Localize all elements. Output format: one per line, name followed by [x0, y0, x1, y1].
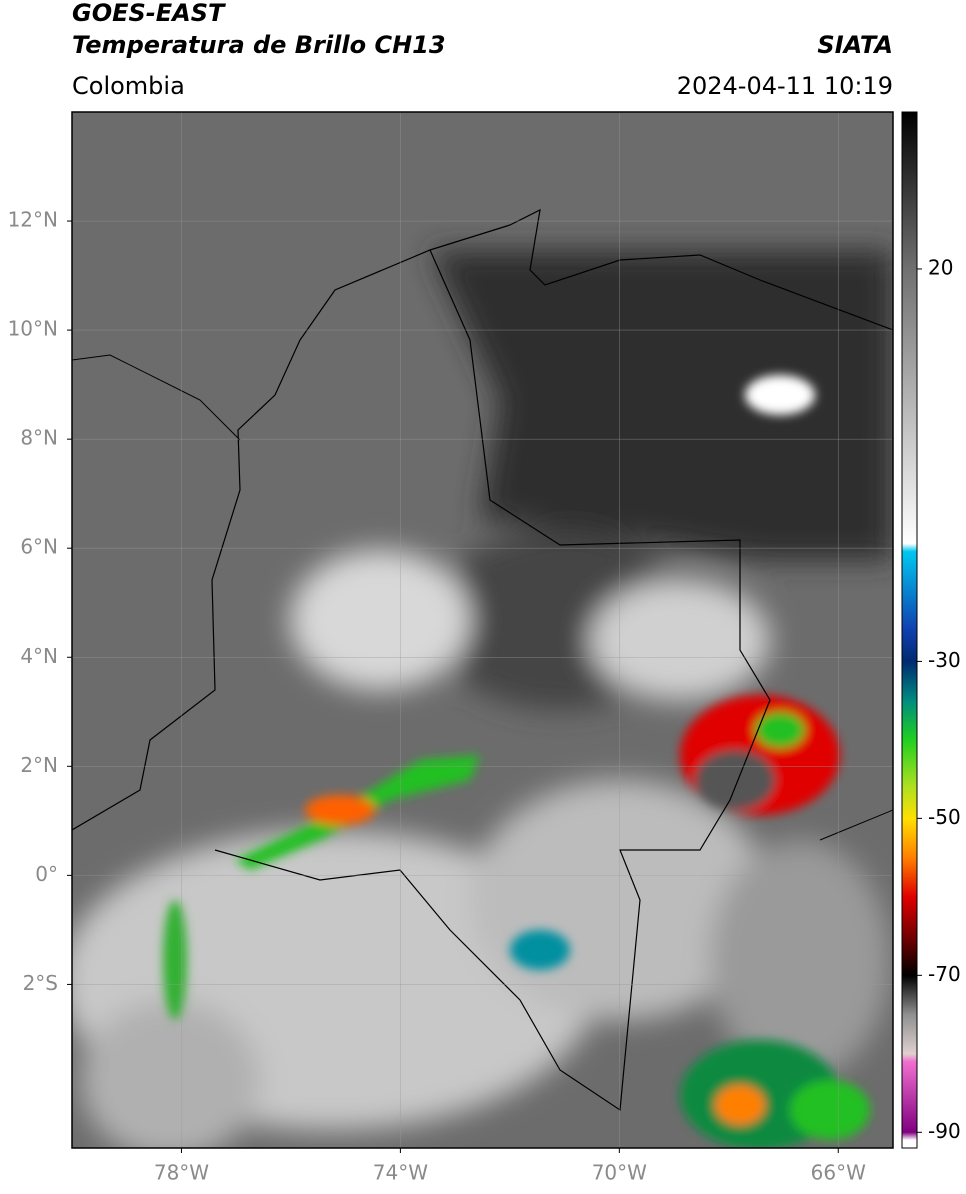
region: Colombia — [72, 72, 185, 100]
source: SIATA — [817, 31, 893, 59]
colorbar-tick-label: -90 — [928, 1119, 961, 1143]
x-tick-label: 70°W — [592, 1161, 647, 1185]
y-tick-label: 2°N — [20, 753, 58, 777]
y-tick-label: 8°N — [20, 426, 58, 450]
x-tick-label: 74°W — [373, 1161, 428, 1185]
title: GOES-EAST — [72, 0, 226, 27]
y-tick-label: 2°S — [23, 971, 58, 995]
subtitle: Temperatura de Brillo CH13 — [72, 31, 446, 59]
satellite-image — [72, 112, 893, 1148]
colorbar-tick-label: -50 — [928, 805, 961, 829]
colorbar — [901, 111, 918, 1149]
colorbar-tick-label: -30 — [928, 648, 961, 672]
datetime: 2024-04-11 10:19 — [677, 72, 893, 100]
x-tick-label: 66°W — [811, 1161, 866, 1185]
y-tick-label: 12°N — [8, 208, 58, 232]
colorbar-tick-label: -70 — [928, 962, 961, 986]
colorbar-tick-label: 20 — [928, 255, 953, 279]
map-frame — [71, 111, 894, 1149]
y-tick-label: 6°N — [20, 535, 58, 559]
x-tick-label: 78°W — [154, 1161, 209, 1185]
graticule — [72, 112, 893, 1148]
y-tick-label: 10°N — [8, 317, 58, 341]
y-tick-label: 4°N — [20, 644, 58, 668]
y-tick-label: 0° — [35, 862, 58, 886]
